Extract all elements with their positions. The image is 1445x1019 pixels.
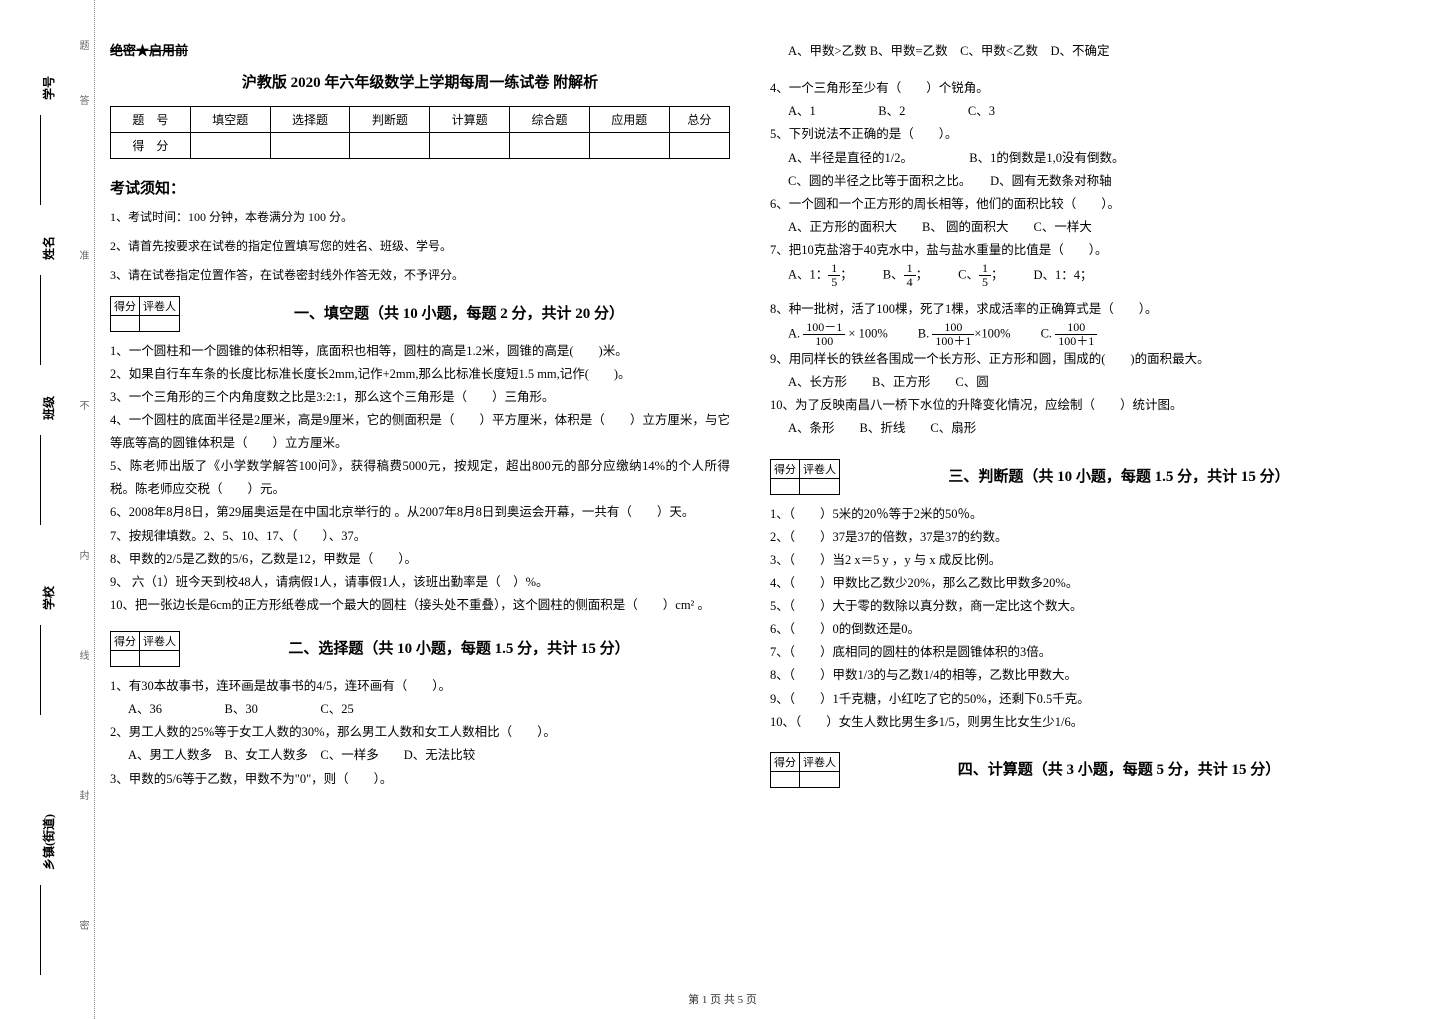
q2-1: 1、有30本故事书，连环画是故事书的4/5，连环画有（ ）。 xyxy=(110,675,730,698)
q2-6: 6、一个圆和一个正方形的周长相等，他们的面积比较（ ）。 xyxy=(770,193,1390,216)
mark-feng: 封 xyxy=(75,790,90,800)
binding-line xyxy=(40,885,41,975)
q2-4-opts: A、1 B、2 C、3 xyxy=(770,100,1390,123)
th-calc: 计算题 xyxy=(430,107,510,133)
mark-mi: 密 xyxy=(75,920,90,930)
q2-2-opts: A、男工人数多 B、女工人数多 C、一样多 D、无法比较 xyxy=(110,744,730,767)
label-class: 班级 xyxy=(40,396,57,420)
q1-9: 9、 六（1）班今天到校48人，请病假1人，请事假1人，该班出勤率是（ ）%。 xyxy=(110,571,730,594)
q1-6: 6、2008年8月8日，第29届奥运是在中国北京举行的 。从2007年8月8日到… xyxy=(110,501,730,524)
mark-zhun: 准 xyxy=(75,250,90,260)
q3-3: 3、（ ）当2 x＝5 y ，y 与 x 成反比例。 xyxy=(770,549,1390,572)
q1-7: 7、按规律填数。2、5、10、17、（ ）、37。 xyxy=(110,525,730,548)
q3-1: 1、（ ）5米的20％等于2米的50％。 xyxy=(770,503,1390,526)
q3-9: 9、（ ）1千克糖，小红吃了它的50%，还剩下0.5千克。 xyxy=(770,688,1390,711)
section-4-header: 得分评卷人 四、计算题（共 3 小题，每题 5 分，共计 15 分） xyxy=(770,752,1390,788)
label-school: 学校 xyxy=(40,586,57,610)
score-box: 得分评卷人 xyxy=(770,459,840,495)
q1-5: 5、陈老师出版了《小学数学解答100问》，获得稿费5000元，按规定，超出800… xyxy=(110,455,730,501)
q1-10: 10、把一张边长是6cm的正方形纸卷成一个最大的圆柱（接头处不重叠），这个圆柱的… xyxy=(110,594,730,617)
mark-ti: 题 xyxy=(75,40,90,50)
table-row: 得 分 xyxy=(111,133,730,159)
mark-nei: 内 xyxy=(75,550,90,560)
q2-2: 2、男工人数的25%等于女工人数的30%，那么男工人数和女工人数相比（ ）。 xyxy=(110,721,730,744)
td-score-label: 得 分 xyxy=(111,133,191,159)
label-name: 姓名 xyxy=(40,236,57,260)
binding-line xyxy=(40,115,41,205)
th-fill: 填空题 xyxy=(190,107,270,133)
q1-1: 1、一个圆柱和一个圆锥的体积相等，底面积也相等，圆柱的高是1.2米，圆锥的高是(… xyxy=(110,340,730,363)
q1-2: 2、如果自行车车条的长度比标准长度长2mm,记作+2mm,那么比标准长度短1.5… xyxy=(110,363,730,386)
section-1-title: 一、填空题（共 10 小题，每题 2 分，共计 20 分） xyxy=(188,296,730,323)
q2-7: 7、把10克盐溶于40克水中，盐与盐水重量的比值是（ ）。 xyxy=(770,239,1390,262)
q3-8: 8、（ ）甲数1/3的与乙数1/4的相等，乙数比甲数大。 xyxy=(770,664,1390,687)
q3-2: 2、（ ）37是37的倍数，37是37的约数。 xyxy=(770,526,1390,549)
q3-7: 7、（ ）底相同的圆柱的体积是圆锥体积的3倍。 xyxy=(770,641,1390,664)
binding-line xyxy=(40,435,41,525)
th-choice: 选择题 xyxy=(270,107,350,133)
section-2-title: 二、选择题（共 10 小题，每题 1.5 分，共计 15 分） xyxy=(188,631,730,658)
table-row: 题 号 填空题 选择题 判断题 计算题 综合题 应用题 总分 xyxy=(111,107,730,133)
q2-5-opts: A、半径是直径的1/2。 B、1的倒数是1,0没有倒数。 C、圆的半径之比等于面… xyxy=(770,147,1390,193)
q1-8: 8、甲数的2/5是乙数的5/6，乙数是12，甲数是（ ）。 xyxy=(110,548,730,571)
left-column: 绝密★启用前 沪教版 2020 年六年级数学上学期每周一练试卷 附解析 题 号 … xyxy=(110,40,730,1000)
th-number: 题 号 xyxy=(111,107,191,133)
th-app: 应用题 xyxy=(589,107,669,133)
exam-title: 沪教版 2020 年六年级数学上学期每周一练试卷 附解析 xyxy=(110,71,730,92)
th-judge: 判断题 xyxy=(350,107,430,133)
mark-xian: 线 xyxy=(75,650,90,660)
q2-5: 5、下列说法不正确的是（ ）。 xyxy=(770,123,1390,146)
binding-line xyxy=(40,625,41,715)
q2-3: 3、甲数的5/6等于乙数，甲数不为"0"，则（ ）。 xyxy=(110,768,730,791)
q2-7-opts: A、1：15； B、14； C、15； D、1：4； xyxy=(770,262,1390,289)
section-2-header: 得分评卷人 二、选择题（共 10 小题，每题 1.5 分，共计 15 分） xyxy=(110,631,730,667)
q1-4: 4、一个圆柱的底面半径是2厘米，高是9厘米，它的侧面积是（ ）平方厘米，体积是（… xyxy=(110,409,730,455)
label-town: 乡镇(街道) xyxy=(40,814,57,870)
section-4-title: 四、计算题（共 3 小题，每题 5 分，共计 15 分） xyxy=(848,752,1390,779)
score-summary-table: 题 号 填空题 选择题 判断题 计算题 综合题 应用题 总分 得 分 xyxy=(110,106,730,159)
page-footer: 第 1 页 共 5 页 xyxy=(0,991,1445,1007)
score-box: 得分评卷人 xyxy=(110,296,180,332)
confidential-mark: 绝密★启用前 xyxy=(110,40,730,59)
mark-bu: 不 xyxy=(75,400,90,410)
q2-4: 4、一个三角形至少有（ ）个锐角。 xyxy=(770,77,1390,100)
right-column: A、甲数>乙数 B、甲数=乙数 C、甲数<乙数 D、不确定 4、一个三角形至少有… xyxy=(770,40,1390,1000)
q3-4: 4、（ ）甲数比乙数少20%，那么乙数比甲数多20%。 xyxy=(770,572,1390,595)
notice-item: 3、请在试卷指定位置作答，在试卷密封线外作答无效，不予评分。 xyxy=(110,266,730,285)
label-student-id: 学号 xyxy=(40,76,57,100)
notice-item: 1、考试时间：100 分钟，本卷满分为 100 分。 xyxy=(110,208,730,227)
q1-3: 3、一个三角形的三个内角度数之比是3:2:1，那么这个三角形是（ ）三角形。 xyxy=(110,386,730,409)
section-3-header: 得分评卷人 三、判断题（共 10 小题，每题 1.5 分，共计 15 分） xyxy=(770,459,1390,495)
q2-10: 10、为了反映南昌八一桥下水位的升降变化情况，应绘制（ ）统计图。 xyxy=(770,394,1390,417)
q2-10-opts: A、条形 B、折线 C、扇形 xyxy=(770,417,1390,440)
page-content: 绝密★启用前 沪教版 2020 年六年级数学上学期每周一练试卷 附解析 题 号 … xyxy=(110,40,1410,1000)
notice-title: 考试须知： xyxy=(110,177,730,198)
th-comp: 综合题 xyxy=(510,107,590,133)
q2-9: 9、用同样长的铁丝各围成一个长方形、正方形和圆，围成的( )的面积最大。 xyxy=(770,348,1390,371)
th-total: 总分 xyxy=(669,107,729,133)
q3-6: 6、（ ）0的倒数还是0。 xyxy=(770,618,1390,641)
q2-8-opts: A. 100－1100 × 100% B. 100100＋1×100% C. 1… xyxy=(770,321,1390,348)
q2-3-opts: A、甲数>乙数 B、甲数=乙数 C、甲数<乙数 D、不确定 xyxy=(770,40,1390,63)
mark-da: 答 xyxy=(75,95,90,105)
notice-item: 2、请首先按要求在试卷的指定位置填写您的姓名、班级、学号。 xyxy=(110,237,730,256)
q3-10: 10、（ ）女生人数比男生多1/5，则男生比女生少1/6。 xyxy=(770,711,1390,734)
section-1-header: 得分评卷人 一、填空题（共 10 小题，每题 2 分，共计 20 分） xyxy=(110,296,730,332)
q3-5: 5、（ ）大于零的数除以真分数，商一定比这个数大。 xyxy=(770,595,1390,618)
q2-9-opts: A、长方形 B、正方形 C、圆 xyxy=(770,371,1390,394)
binding-edge: 学号 姓名 班级 学校 乡镇(街道) 题 答 准 不 内 线 封 密 xyxy=(0,0,95,1019)
section-3-title: 三、判断题（共 10 小题，每题 1.5 分，共计 15 分） xyxy=(848,459,1390,486)
q2-8: 8、种一批树，活了100棵，死了1棵，求成活率的正确算式是（ ）。 xyxy=(770,298,1390,321)
q2-6-opts: A、正方形的面积大 B、 圆的面积大 C、一样大 xyxy=(770,216,1390,239)
score-box: 得分评卷人 xyxy=(110,631,180,667)
q2-1-opts: A、36 B、30 C、25 xyxy=(110,698,730,721)
score-box: 得分评卷人 xyxy=(770,752,840,788)
binding-line xyxy=(40,275,41,365)
